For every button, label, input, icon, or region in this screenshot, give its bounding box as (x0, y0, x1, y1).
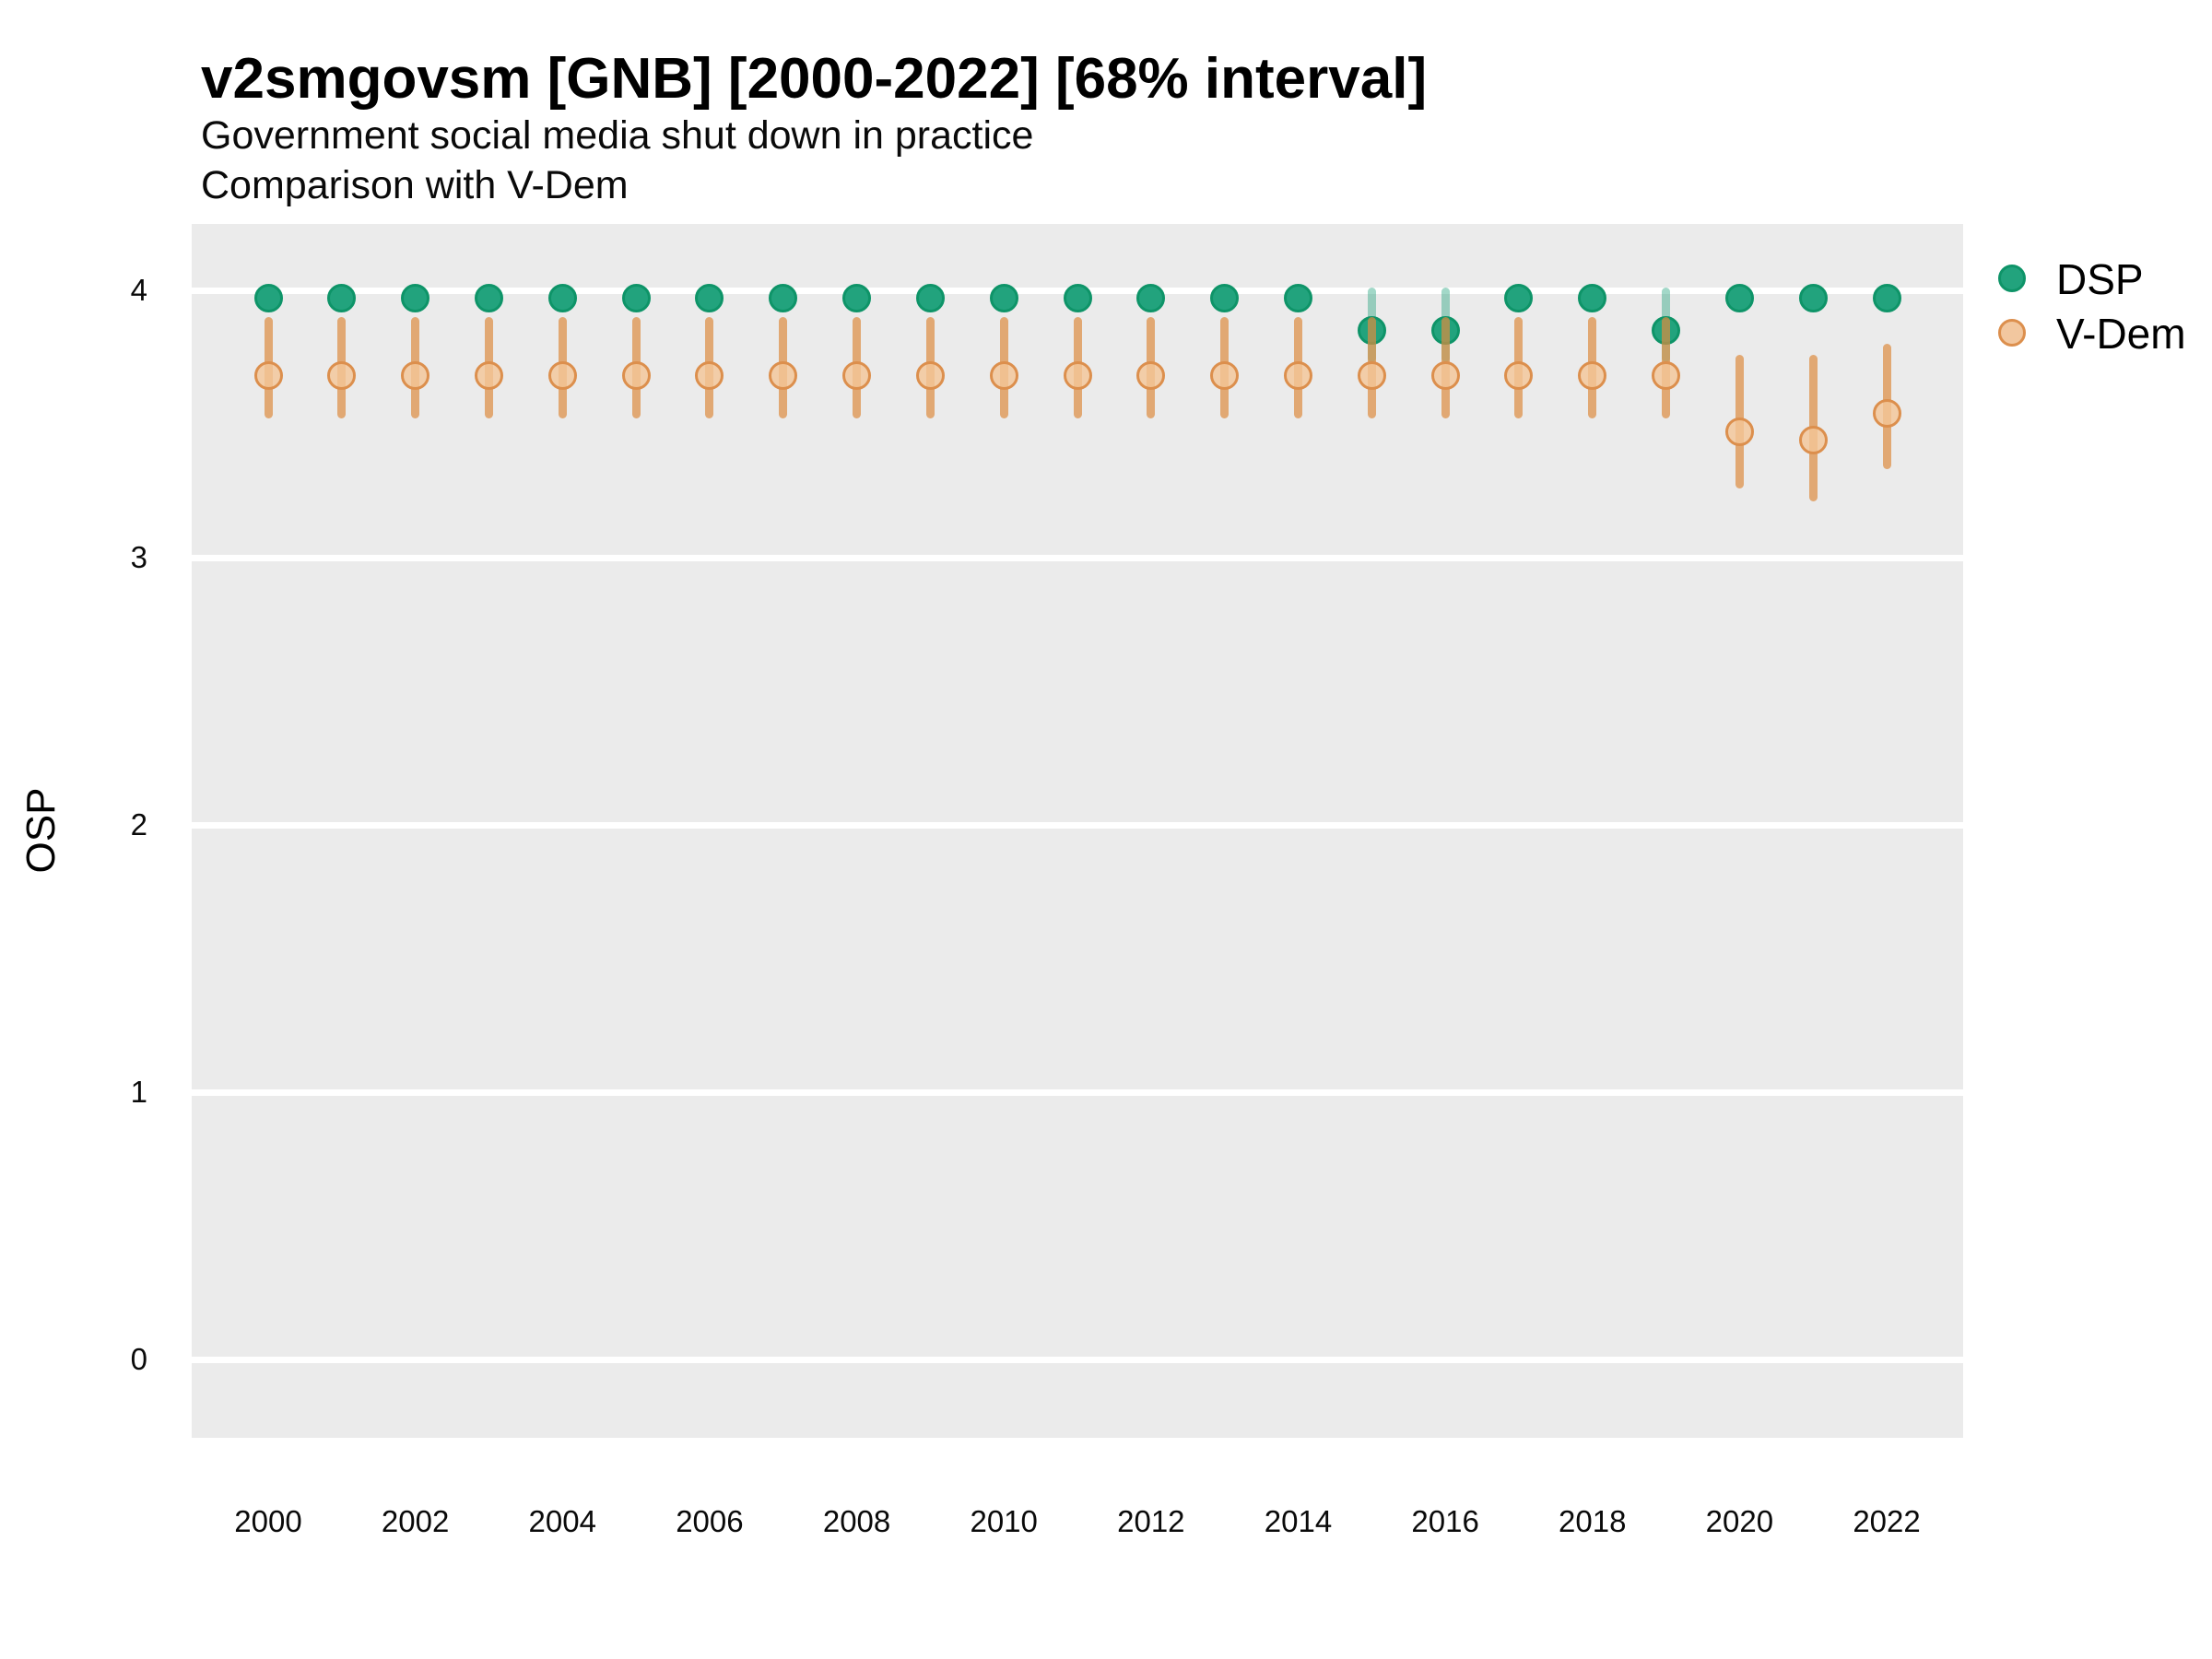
dsp-point-2000 (253, 284, 283, 313)
dsp-point-2009 (915, 284, 945, 313)
y-tick-label-4: 4 (130, 273, 147, 307)
dsp-point-2021 (1798, 284, 1828, 313)
dsp-point-2013 (1210, 284, 1240, 313)
vdem-point-2010 (989, 361, 1018, 391)
vdem-point-2012 (1136, 361, 1166, 391)
x-tick-label-2014: 2014 (1264, 1504, 1333, 1538)
plot-area (192, 224, 1963, 1438)
chart-title: v2smgovsm [GNB] [2000-2022] [68% interva… (201, 47, 1428, 111)
x-tick-label-2008: 2008 (822, 1504, 891, 1538)
vdem-point-2009 (915, 361, 945, 391)
vdem-point-2006 (695, 361, 724, 391)
vdem-point-2016 (1430, 361, 1460, 391)
vdem-point-2017 (1504, 361, 1534, 391)
vdem-point-2002 (401, 361, 430, 391)
dsp-point-2020 (1724, 284, 1754, 313)
vdem-point-2015 (1357, 361, 1386, 391)
vdem-point-2004 (547, 361, 577, 391)
gridline-y-0 (192, 1356, 1963, 1363)
chart-subtitle-line1: Government social media shut down in pra… (201, 113, 1034, 158)
y-tick-label-2: 2 (130, 807, 147, 841)
dsp-point-2010 (989, 284, 1018, 313)
dsp-point-2001 (327, 284, 357, 313)
vdem-point-2022 (1872, 398, 1901, 428)
dsp-point-2005 (621, 284, 651, 313)
dsp-point-2011 (1063, 284, 1092, 313)
x-tick-label-2020: 2020 (1705, 1504, 1774, 1538)
x-tick-label-2012: 2012 (1117, 1504, 1185, 1538)
vdem-point-2005 (621, 361, 651, 391)
x-tick-label-2022: 2022 (1853, 1504, 1921, 1538)
dsp-point-2003 (474, 284, 503, 313)
dsp-point-2014 (1283, 284, 1312, 313)
x-tick-label-2000: 2000 (234, 1504, 302, 1538)
vdem-point-2020 (1724, 418, 1754, 447)
vdem-point-2000 (253, 361, 283, 391)
x-tick-label-2006: 2006 (676, 1504, 744, 1538)
dsp-point-2006 (695, 284, 724, 313)
vdem-point-2021 (1798, 425, 1828, 454)
chart-subtitle-line2: Comparison with V-Dem (201, 163, 629, 207)
dsp-point-2004 (547, 284, 577, 313)
gridline-y-3 (192, 554, 1963, 561)
vdem-point-2008 (842, 361, 872, 391)
gridline-y-1 (192, 1088, 1963, 1096)
x-tick-label-2002: 2002 (381, 1504, 450, 1538)
x-tick-label-2010: 2010 (970, 1504, 1038, 1538)
vdem-point-2013 (1210, 361, 1240, 391)
dsp-point-2008 (842, 284, 872, 313)
vdem-point-2001 (327, 361, 357, 391)
vdem-point-2011 (1063, 361, 1092, 391)
legend-label-dsp: DSP (2056, 255, 2144, 303)
y-tick-label-3: 3 (130, 540, 147, 574)
x-tick-label-2016: 2016 (1411, 1504, 1479, 1538)
vdem-point-2007 (769, 361, 798, 391)
dsp-point-2022 (1872, 284, 1901, 313)
vdem-point-2014 (1283, 361, 1312, 391)
vdem-point-2003 (474, 361, 503, 391)
legend-label-vdem: V-Dem (2056, 310, 2186, 358)
dsp-point-2012 (1136, 284, 1166, 313)
legend-marker-vdem (1998, 319, 2026, 347)
gridline-y-2 (192, 821, 1963, 829)
y-tick-label-0: 0 (130, 1342, 147, 1376)
vdem-point-2018 (1578, 361, 1607, 391)
y-tick-label-1: 1 (130, 1075, 147, 1109)
dsp-point-2017 (1504, 284, 1534, 313)
vdem-point-2019 (1652, 361, 1681, 391)
x-tick-label-2018: 2018 (1559, 1504, 1627, 1538)
dsp-point-2007 (769, 284, 798, 313)
dsp-point-2018 (1578, 284, 1607, 313)
x-tick-label-2004: 2004 (528, 1504, 596, 1538)
legend-marker-dsp (1998, 265, 2026, 292)
dsp-point-2002 (401, 284, 430, 313)
